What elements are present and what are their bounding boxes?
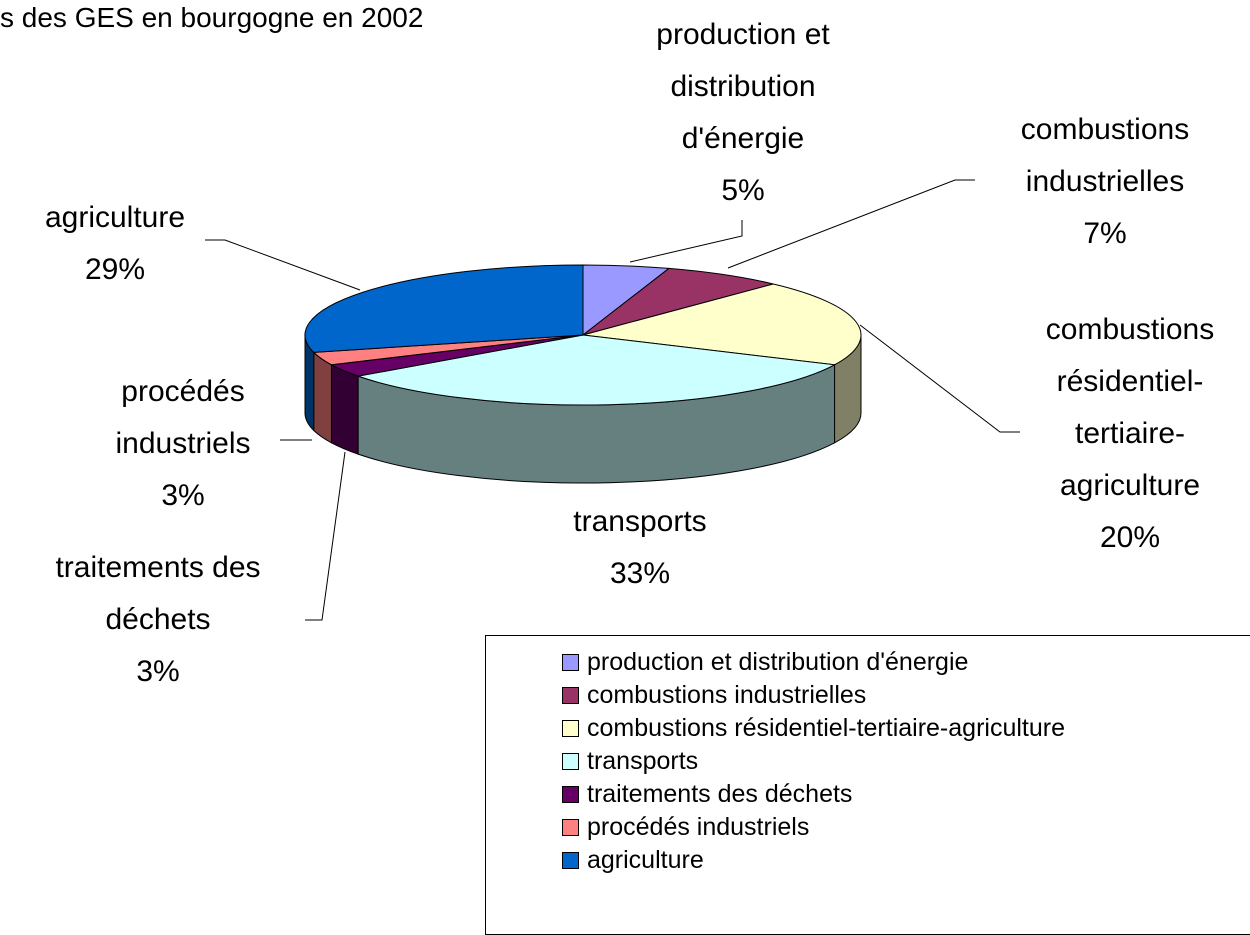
- data-label: procédés industriels 3%: [73, 366, 293, 522]
- label-name: transports: [573, 505, 707, 538]
- data-label: agriculture 29%: [5, 192, 225, 296]
- legend-swatch: [562, 753, 579, 770]
- leader-line: [305, 451, 346, 621]
- leader-line: [629, 220, 743, 263]
- legend-label: combustions résidentiel-tertiaire-agricu…: [587, 714, 1065, 742]
- label-value: 3%: [161, 479, 205, 512]
- label-name: traitements des déchets: [55, 551, 261, 636]
- chart-title: s des GES en bourgogne en 2002: [0, 2, 424, 33]
- label-value: 5%: [721, 174, 765, 207]
- slice-side: [330, 363, 359, 455]
- legend-swatch: [562, 720, 579, 737]
- legend-swatch: [562, 687, 579, 704]
- leader-line: [727, 179, 975, 269]
- legend-item: traitements des déchets: [562, 778, 852, 811]
- data-label: transports 33%: [520, 496, 760, 600]
- data-label: combustions industrielles 7%: [985, 104, 1225, 260]
- label-name: agriculture: [44, 201, 186, 234]
- legend-swatch: [562, 852, 579, 869]
- label-value: 3%: [136, 655, 180, 688]
- legend-swatch: [562, 654, 579, 671]
- data-label: traitements des déchets 3%: [13, 542, 303, 698]
- label-name: combustions industrielles: [1020, 113, 1190, 198]
- legend-item: production et distribution d'énergie: [562, 646, 968, 679]
- leader-lines: [205, 179, 1020, 621]
- pie: [304, 264, 862, 484]
- legend: production et distribution d'énergie comb…: [485, 635, 1250, 935]
- legend-label: combustions industrielles: [587, 681, 867, 709]
- legend-item: combustions résidentiel-tertiaire-agricu…: [562, 712, 1065, 745]
- label-name: combustions résidentiel-tertiaire-agricu…: [1045, 313, 1215, 502]
- slice: [582, 283, 862, 366]
- label-value: 20%: [1099, 521, 1161, 554]
- slice: [356, 334, 837, 406]
- data-label: combustions résidentiel-tertiaire-agricu…: [1010, 304, 1250, 564]
- legend-label: procédés industriels: [587, 813, 810, 841]
- leader-line: [205, 239, 361, 291]
- data-label: production et distribution d'énergie 5%: [623, 9, 863, 217]
- label-value: 33%: [609, 557, 671, 590]
- label-value: 29%: [84, 253, 146, 286]
- leader-line: [859, 324, 1020, 433]
- label-name: production et distribution d'énergie: [656, 18, 830, 155]
- slice: [582, 267, 774, 336]
- legend-label: transports: [587, 747, 699, 775]
- slice: [304, 264, 584, 353]
- label-name: procédés industriels: [115, 375, 251, 460]
- legend-label: production et distribution d'énergie: [587, 648, 969, 676]
- legend-item: transports: [562, 745, 698, 778]
- legend-label: agriculture: [587, 846, 704, 874]
- legend-item: agriculture: [562, 844, 704, 877]
- legend-item: procédés industriels: [562, 811, 809, 844]
- label-value: 7%: [1083, 217, 1127, 250]
- legend-swatch: [562, 786, 579, 803]
- legend-label: traitements des déchets: [587, 780, 853, 808]
- legend-item: combustions industrielles: [562, 679, 866, 712]
- legend-swatch: [562, 819, 579, 836]
- slice-side: [313, 351, 332, 444]
